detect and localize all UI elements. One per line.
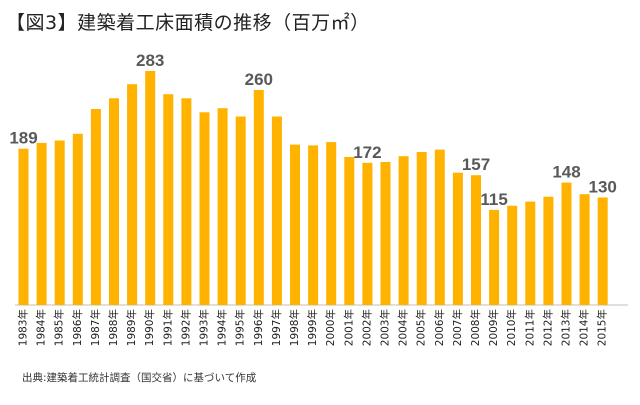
x-tick-label: 1997年: [270, 309, 283, 346]
data-label-1996年: 260: [245, 70, 273, 89]
bar-1998年: [290, 144, 300, 305]
bar-1992年: [181, 98, 192, 305]
x-tick-label: 2009年: [487, 309, 500, 346]
bar-chart: 189 283 260 172 157 115 148 130 1983年 1984年 1985年…: [9, 51, 628, 346]
bar-2002年: [362, 162, 373, 305]
bar-2008年: [471, 175, 481, 305]
x-tick-label: 1985年: [53, 309, 66, 346]
x-tick-label: 1999年: [306, 309, 319, 346]
bar-1995年: [235, 116, 246, 305]
x-tick-label: 1996年: [252, 309, 265, 346]
chart-title: 【図3】建築着工床面積の推移（百万㎡）: [6, 12, 370, 34]
bar-2013年: [561, 182, 572, 305]
x-tick-label: 2012年: [541, 309, 554, 346]
bar-2015年: [597, 197, 608, 305]
bar-1993年: [199, 112, 210, 305]
bar-2011年: [525, 201, 536, 305]
x-tick-label: 2008年: [469, 309, 482, 346]
x-tick-label: 1983年: [17, 309, 30, 346]
source-note: 出典:建築着工統計調査（国交省）に基づいて作成: [22, 372, 257, 384]
x-tick-label: 1993年: [198, 309, 211, 346]
data-label-2008年: 157: [462, 155, 490, 174]
x-tick-label: 2006年: [433, 309, 446, 346]
x-tick-label: 2000年: [324, 309, 337, 346]
x-tick-labels-group: 1983年 1984年 1985年 1986年 1987年 1988年 1989年 1990年…: [17, 309, 609, 346]
x-tick-label: 1991年: [161, 309, 174, 346]
data-label-2009年: 115: [480, 190, 507, 209]
bar-1991年: [163, 94, 174, 305]
x-tick-label: 1992年: [179, 309, 192, 346]
x-tick-label: 1989年: [125, 309, 138, 346]
data-label-1990年: 283: [136, 51, 164, 70]
data-label-2002年: 172: [353, 143, 381, 162]
bar-2012年: [543, 196, 554, 305]
x-tick-label: 2007年: [451, 309, 464, 346]
data-labels-group: 189 283 260 172 157 115 148 130: [9, 51, 617, 209]
bars-group: [18, 71, 608, 305]
bar-2003年: [380, 162, 391, 305]
bar-2006年: [434, 149, 445, 305]
x-tick-label: 2013年: [560, 309, 573, 346]
bar-1984年: [36, 142, 47, 305]
x-tick-label: 1994年: [216, 309, 229, 346]
x-tick-label: 2003年: [379, 309, 392, 346]
x-tick-label: 1988年: [107, 309, 120, 346]
bar-2001年: [344, 157, 355, 305]
data-label-2013年: 148: [552, 163, 580, 182]
bar-1997年: [271, 116, 282, 305]
bar-1987年: [90, 109, 101, 305]
x-tick-label: 1984年: [35, 309, 48, 346]
x-tick-label: 1998年: [288, 309, 301, 346]
bar-1989年: [127, 84, 138, 305]
x-tick-label: 2014年: [578, 309, 591, 346]
bar-2009年: [489, 209, 500, 305]
bar-2005年: [416, 152, 427, 305]
bar-1986年: [72, 133, 83, 305]
bar-2007年: [452, 172, 463, 305]
x-tick-label: 1986年: [71, 309, 84, 346]
bar-1994年: [217, 108, 228, 305]
x-tick-label: 2005年: [415, 309, 428, 346]
x-tick-label: 1995年: [234, 309, 247, 346]
bar-1996年: [253, 90, 264, 305]
x-tick-label: 2015年: [596, 309, 609, 346]
x-tick-label: 1987年: [89, 309, 102, 346]
x-tick-label: 2001年: [342, 309, 355, 346]
x-tick-label: 1990年: [143, 309, 156, 346]
bar-1983年: [18, 148, 29, 305]
x-tick-label: 2010年: [505, 309, 518, 346]
x-tick-label: 2004年: [397, 309, 410, 346]
bar-2004年: [398, 156, 409, 305]
data-label-1983年: 189: [9, 129, 37, 148]
x-tick-label: 2011年: [523, 309, 536, 346]
x-tick-label: 2002年: [360, 309, 373, 346]
bar-1990年: [145, 71, 156, 305]
bar-2014年: [579, 194, 590, 305]
bar-1988年: [109, 98, 119, 305]
bar-2010年: [507, 205, 518, 305]
bar-1985年: [54, 140, 65, 305]
bar-1999年: [308, 145, 319, 305]
bar-2000年: [326, 142, 337, 305]
data-label-2015年: 130: [589, 178, 617, 197]
